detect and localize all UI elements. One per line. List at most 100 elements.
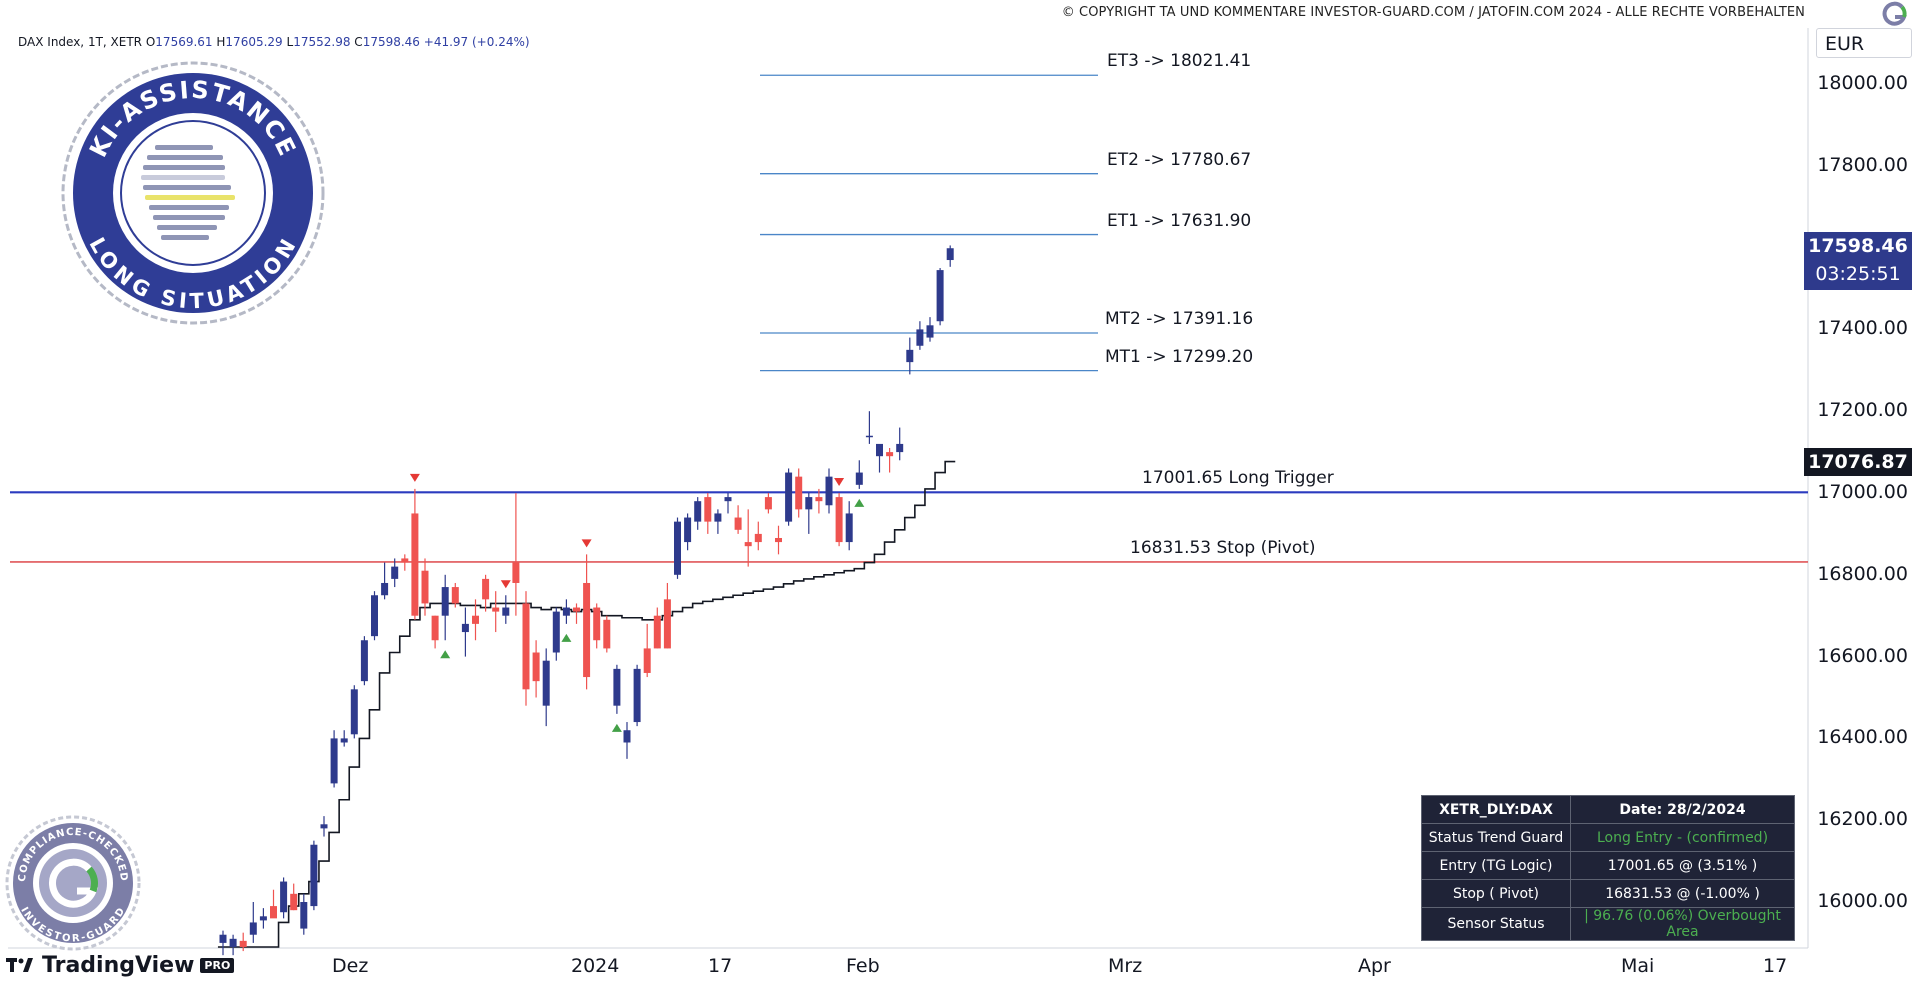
legend-low: L17552.98 bbox=[286, 35, 351, 49]
table-row: Status Trend Guard Long Entry - (confirm… bbox=[1421, 823, 1795, 852]
table-cell-stop: 16831.53 @ (-1.00% ) bbox=[1570, 879, 1795, 908]
candle bbox=[502, 595, 510, 624]
candle bbox=[744, 509, 752, 567]
table-cell-sensor: | 96.76 (0.06%) Overbought Area bbox=[1570, 907, 1795, 941]
candle bbox=[835, 493, 843, 547]
candle bbox=[593, 603, 601, 649]
guard-g-icon bbox=[49, 858, 99, 908]
ai-head-icon bbox=[141, 145, 235, 240]
last-price-value: 17598.46 bbox=[1808, 235, 1908, 257]
level-label: 17001.65 Long Trigger bbox=[1142, 468, 1334, 489]
candle bbox=[876, 443, 883, 473]
date-tick-label: Mai bbox=[1621, 955, 1655, 977]
candle bbox=[643, 623, 651, 678]
candle bbox=[320, 816, 328, 837]
candle bbox=[542, 648, 550, 727]
candle bbox=[754, 521, 762, 551]
signal-up-marker bbox=[440, 650, 451, 659]
legend-symbol: DAX Index, 1T, XETR bbox=[18, 35, 143, 49]
candle bbox=[865, 411, 873, 444]
candle bbox=[694, 497, 702, 530]
candles bbox=[219, 245, 954, 956]
price-tick-label: 17200.00 bbox=[1817, 399, 1908, 422]
pro-badge: PRO bbox=[200, 957, 235, 973]
candle bbox=[724, 493, 732, 514]
signal-up-marker bbox=[611, 723, 622, 732]
table-cell-label: Entry (TG Logic) bbox=[1421, 851, 1571, 880]
candle bbox=[512, 493, 520, 616]
candle bbox=[290, 883, 298, 911]
candle bbox=[825, 468, 833, 514]
level-label: MT2 -> 17391.16 bbox=[1105, 309, 1254, 329]
signal-up-marker bbox=[561, 633, 572, 642]
legend-close: C17598.46 bbox=[354, 35, 420, 49]
candle bbox=[522, 591, 530, 706]
candle bbox=[946, 245, 954, 267]
signal-down-marker bbox=[581, 539, 592, 548]
candle bbox=[461, 607, 469, 657]
candle bbox=[229, 934, 237, 956]
candle bbox=[310, 840, 318, 911]
candle bbox=[340, 730, 348, 747]
level-label: ET2 -> 17780.67 bbox=[1107, 149, 1252, 170]
candle bbox=[855, 460, 863, 489]
trail-line bbox=[217, 460, 956, 948]
candle bbox=[613, 664, 621, 714]
date-tick-label: Dez bbox=[332, 955, 369, 977]
candle bbox=[764, 493, 772, 514]
candle bbox=[714, 509, 722, 534]
candle bbox=[603, 615, 611, 653]
table-row: Stop ( Pivot) 16831.53 @ (-1.00% ) bbox=[1421, 879, 1795, 908]
candle bbox=[401, 554, 409, 571]
candle bbox=[583, 554, 591, 690]
price-tick-label: 18000.00 bbox=[1817, 72, 1908, 94]
table-cell-date: Date: 28/2/2024 bbox=[1570, 795, 1795, 824]
signal-up-marker bbox=[854, 498, 865, 507]
candle bbox=[381, 562, 389, 600]
table-cell-label: Status Trend Guard bbox=[1421, 823, 1571, 852]
candle bbox=[239, 932, 247, 952]
candle bbox=[845, 501, 853, 551]
candle bbox=[805, 493, 813, 534]
candle bbox=[653, 607, 661, 649]
table-cell-status: Long Entry - (confirmed) bbox=[1570, 823, 1795, 852]
last-price-label: 17598.46 03:25:51 bbox=[1804, 232, 1912, 290]
candle bbox=[431, 615, 439, 649]
candle bbox=[775, 525, 782, 555]
signal-down-marker bbox=[409, 473, 420, 482]
level-label: 16831.53 Stop (Pivot) bbox=[1130, 537, 1316, 558]
candle bbox=[926, 317, 934, 342]
candle bbox=[371, 591, 378, 641]
price-tick-label: 16800.00 bbox=[1817, 562, 1908, 585]
price-tick-label: 16400.00 bbox=[1817, 726, 1908, 749]
price-tick-label: 16600.00 bbox=[1817, 644, 1908, 667]
price-tick-label: 17000.00 bbox=[1817, 481, 1908, 503]
candle bbox=[562, 599, 570, 624]
candle bbox=[573, 603, 580, 624]
table-row: XETR_DLY:DAX Date: 28/2/2024 bbox=[1421, 795, 1795, 824]
candle bbox=[270, 889, 277, 919]
candle bbox=[492, 591, 500, 633]
table-cell-label: Sensor Status bbox=[1421, 907, 1571, 941]
candle bbox=[421, 558, 429, 616]
candle bbox=[360, 636, 368, 686]
tradingview-brand[interactable]: TradingView PRO bbox=[6, 952, 235, 978]
tradingview-wordmark: TradingView bbox=[42, 952, 195, 978]
ohlc-legend[interactable]: DAX Index, 1T, XETR O17569.61 H17605.29 … bbox=[18, 35, 530, 49]
candle bbox=[734, 505, 742, 534]
price-tick-label: 16000.00 bbox=[1817, 890, 1908, 912]
candle bbox=[280, 877, 288, 919]
candle bbox=[330, 730, 338, 788]
currency-selector[interactable]: EUR bbox=[1816, 28, 1912, 58]
date-tick-label: 2024 bbox=[571, 955, 620, 977]
date-tick-label: Mrz bbox=[1108, 955, 1143, 977]
signal-markers bbox=[409, 473, 865, 732]
candle bbox=[663, 582, 671, 649]
signal-down-marker bbox=[834, 478, 845, 486]
candle bbox=[219, 930, 227, 956]
candle bbox=[633, 664, 641, 727]
candle bbox=[482, 574, 490, 612]
price-tick-label: 16200.00 bbox=[1817, 808, 1908, 831]
investor-guard-logo-icon bbox=[1882, 1, 1907, 26]
